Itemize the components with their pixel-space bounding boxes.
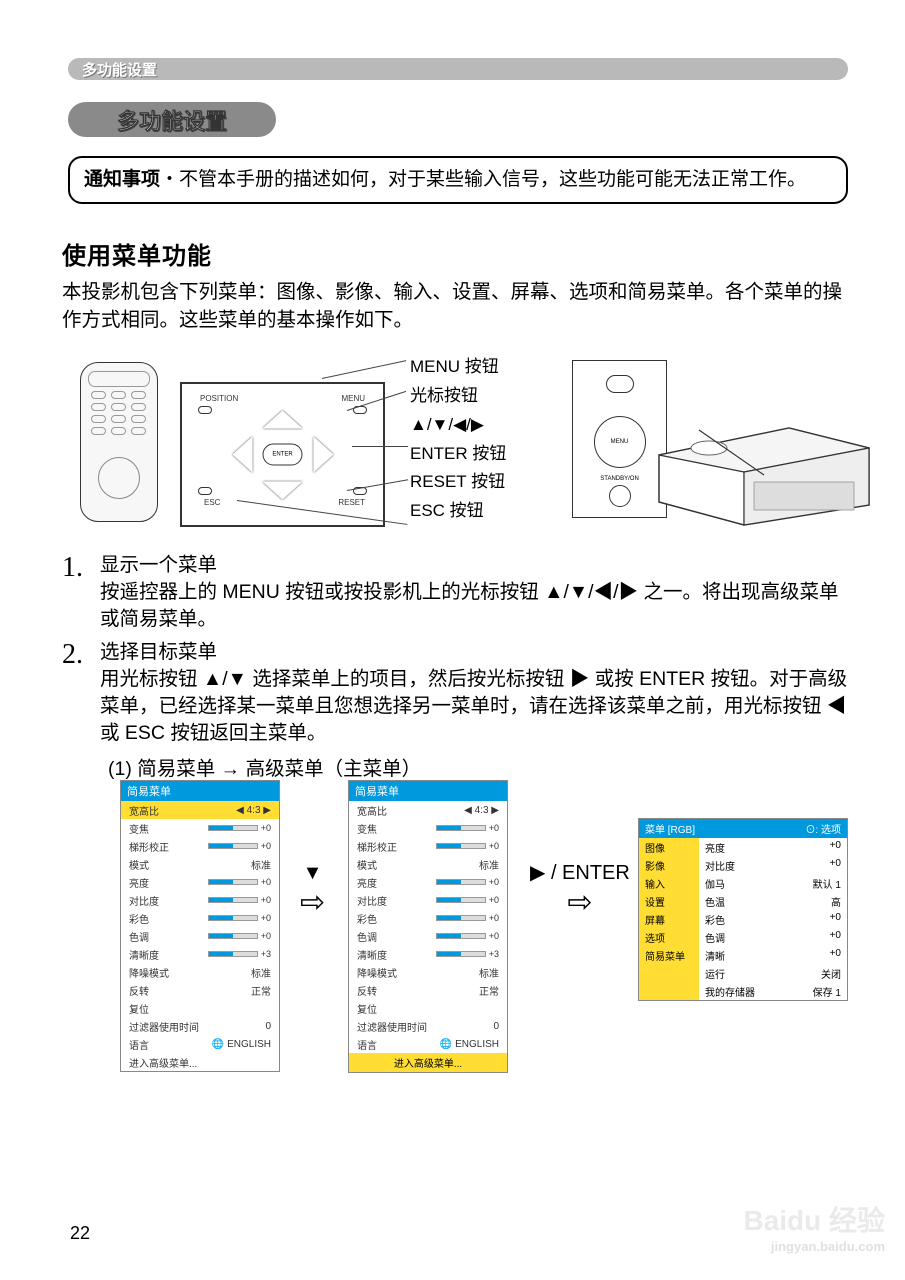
intro-text: 本投影机包含下列菜单：图像、影像、输入、设置、屏幕、选项和简易菜单。各个菜单的操… [62, 278, 852, 334]
watermark: Baidu 经验 jingyan.baidu.com [743, 1199, 885, 1254]
standby-button[interactable] [609, 485, 631, 507]
step-2-num: 2. [62, 639, 100, 747]
control-panel: POSITION MENU ESC RESET ENTER [180, 382, 385, 527]
reset-label: RESET [338, 498, 365, 507]
watermark-big: Baidu 经验 [743, 1205, 885, 1236]
button-labels: MENU 按钮 光标按钮 ▲/▼/◀/▶ ENTER 按钮 RESET 按钮 E… [410, 358, 506, 531]
projector-dpad[interactable]: MENU [594, 416, 646, 468]
projector-top-button[interactable] [606, 375, 634, 393]
remote-control [80, 362, 158, 522]
label-menu: MENU 按钮 [410, 358, 506, 376]
label-enter: ENTER 按钮 [410, 445, 506, 463]
step-1-num: 1. [62, 552, 100, 633]
substep-1: (1) 简易菜单 → 高级菜单（主菜单） [108, 752, 421, 781]
dpad-left[interactable] [232, 437, 252, 473]
arrow-1-sym: ▼ [303, 862, 323, 884]
label-arrows: ▲/▼/◀/▶ [410, 416, 506, 434]
standby-label: STANDBY/ON [600, 476, 639, 482]
easy-menu-1: 简易菜单宽高比◀ 4:3 ▶变焦 +0梯形校正 +0模式标准亮度 +0对比度 +… [120, 780, 192, 812]
arrow-2: ▶ / ENTER ⇨ [530, 860, 630, 920]
notice-label: 通知事项 [84, 169, 160, 190]
label-cursor: 光标按钮 [410, 387, 506, 405]
step-1-body: 按遥控器上的 MENU 按钮或按投影机上的光标按钮 ▲/▼/◀/▶ 之一。将出现… [100, 581, 838, 630]
arrow-2-big: ⇨ [530, 885, 630, 920]
easy-menu-2: 简易菜单宽高比◀ 4:3 ▶变焦 +0梯形校正 +0模式标准亮度 +0对比度 +… [348, 780, 420, 812]
projector-body [654, 420, 879, 530]
advanced-menu: 菜单 [RGB]⊙: 选项图像影像输入设置屏幕选项简易菜单亮度+0对比度+0伽马… [638, 818, 710, 850]
label-esc: ESC 按钮 [410, 502, 506, 520]
label-reset: RESET 按钮 [410, 473, 506, 491]
esc-label: ESC [204, 498, 220, 507]
arrow-1-big: ⇨ [300, 885, 325, 920]
menu-screenshots: 简易菜单宽高比◀ 4:3 ▶变焦 +0梯形校正 +0模式标准亮度 +0对比度 +… [120, 780, 860, 1030]
step-1: 1. 显示一个菜单 按遥控器上的 MENU 按钮或按投影机上的光标按钮 ▲/▼/… [62, 552, 852, 633]
header-tab: 多功能设置 [68, 58, 848, 80]
dpad: ENTER [230, 412, 335, 497]
notice-bullet: ・ [160, 169, 179, 190]
esc-button[interactable] [198, 487, 212, 495]
notice-text: 不管本手册的描述如何，对于某些输入信号，这些功能可能无法正常工作。 [179, 169, 806, 190]
steps: 1. 显示一个菜单 按遥控器上的 MENU 按钮或按投影机上的光标按钮 ▲/▼/… [62, 552, 852, 753]
arrow-1: ▼ ⇨ [300, 862, 325, 920]
notice-box: 通知事项・不管本手册的描述如何，对于某些输入信号，这些功能可能无法正常工作。 [68, 156, 848, 204]
page-number: 22 [70, 1223, 90, 1244]
enter-button[interactable]: ENTER [263, 444, 303, 466]
diagram: POSITION MENU ESC RESET ENTER MENU 按钮 光标… [62, 350, 852, 535]
step-2-body: 用光标按钮 ▲/▼ 选择菜单上的项目，然后按光标按钮 ▶ 或按 ENTER 按钮… [100, 668, 847, 744]
header-tab-text: 多功能设置 [82, 59, 157, 80]
projector-panel: MENU STANDBY/ON [572, 360, 667, 518]
dpad-up[interactable] [263, 410, 303, 428]
dpad-down[interactable] [263, 481, 303, 499]
step-1-title: 显示一个菜单 [100, 552, 852, 579]
menu-label: MENU [341, 394, 365, 403]
step-2-title: 选择目标菜单 [100, 639, 852, 666]
watermark-small: jingyan.baidu.com [743, 1239, 885, 1254]
position-button[interactable] [198, 406, 212, 414]
arrow-2-sym: ▶ / ENTER [530, 862, 630, 884]
position-label: POSITION [200, 394, 238, 403]
step-2: 2. 选择目标菜单 用光标按钮 ▲/▼ 选择菜单上的项目，然后按光标按钮 ▶ 或… [62, 639, 852, 747]
dpad-right[interactable] [313, 437, 333, 473]
section-pill: 多功能设置 [68, 102, 276, 137]
section-title: 使用菜单功能 [62, 236, 212, 271]
section-pill-text: 多功能设置 [117, 104, 227, 136]
